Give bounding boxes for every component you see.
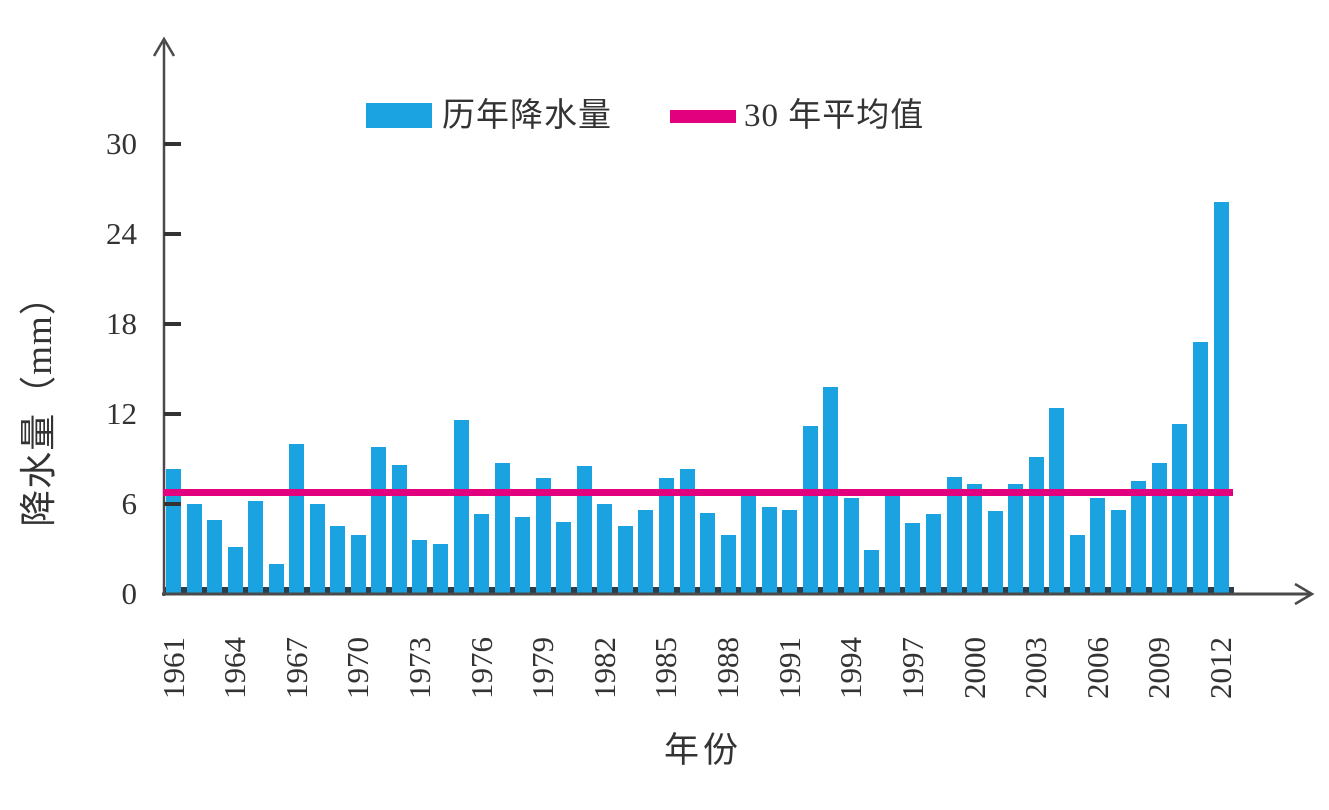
legend-line-label: 30 年平均值 <box>744 98 925 134</box>
bar-1987 <box>700 513 716 594</box>
bar-2012 <box>1213 202 1229 594</box>
y-tick-mark-30 <box>164 142 181 146</box>
bar-2009 <box>1151 463 1167 594</box>
bar-1999 <box>946 477 962 594</box>
x-tick-label-1988: 1988 <box>710 637 745 699</box>
bar-1996 <box>884 495 900 594</box>
bar-2004 <box>1049 408 1065 594</box>
y-tick-label-24: 24 <box>106 216 137 251</box>
bar-2002 <box>1008 484 1024 594</box>
bar-1989 <box>741 496 757 594</box>
bar-1978 <box>515 517 531 594</box>
y-tick-label-12: 12 <box>106 396 137 431</box>
x-tick-label-1997: 1997 <box>895 637 930 699</box>
y-tick-label-0: 0 <box>121 576 138 611</box>
y-tick-label-6: 6 <box>121 486 138 521</box>
bar-1985 <box>658 478 674 594</box>
bar-1971 <box>371 447 387 594</box>
bar-2001 <box>987 511 1003 594</box>
x-tick-label-2009: 2009 <box>1141 637 1176 699</box>
bar-1974 <box>433 544 449 594</box>
bar-2000 <box>967 484 983 594</box>
x-tick-label-2000: 2000 <box>957 637 992 699</box>
bar-1980 <box>556 522 572 594</box>
bar-1979 <box>535 478 551 594</box>
x-tick-label-1970: 1970 <box>340 637 375 699</box>
x-tick-label-1973: 1973 <box>402 637 437 699</box>
x-tick-label-2003: 2003 <box>1018 637 1053 699</box>
bar-1994 <box>843 498 859 594</box>
bar-1986 <box>679 469 695 594</box>
x-tick-label-2012: 2012 <box>1203 637 1238 699</box>
bar-1965 <box>248 501 264 594</box>
bar-2005 <box>1069 535 1085 594</box>
bar-1997 <box>905 523 921 594</box>
x-tick-label-1967: 1967 <box>279 637 314 699</box>
bar-2003 <box>1028 457 1044 594</box>
x-tick-label-1991: 1991 <box>772 637 807 699</box>
bar-2008 <box>1131 481 1147 594</box>
x-tick-label-1982: 1982 <box>587 637 622 699</box>
x-tick-label-1976: 1976 <box>464 637 499 699</box>
bar-1961 <box>166 469 181 594</box>
y-tick-mark-18 <box>164 322 181 326</box>
average-line <box>163 489 1233 496</box>
y-tick-mark-12 <box>164 412 181 416</box>
bar-1981 <box>576 466 592 594</box>
y-axis-arrow-icon <box>152 36 176 57</box>
bar-1964 <box>227 547 243 594</box>
bar-1969 <box>330 526 346 594</box>
bar-1967 <box>289 444 305 594</box>
bar-1983 <box>617 526 633 594</box>
bar-1970 <box>350 535 366 594</box>
bar-1963 <box>207 520 223 594</box>
legend-bar-label: 历年降水量 <box>442 98 612 134</box>
x-tick-label-1979: 1979 <box>525 637 560 699</box>
bar-1977 <box>494 463 510 594</box>
bar-1962 <box>186 504 202 594</box>
bar-1982 <box>597 504 613 594</box>
bar-1968 <box>309 504 325 594</box>
bar-1990 <box>761 507 777 594</box>
x-tick-label-1961: 1961 <box>156 637 191 699</box>
bar-1973 <box>412 540 428 594</box>
legend-line-swatch <box>670 110 736 123</box>
x-minor-ticks <box>164 587 1234 594</box>
y-tick-mark-6 <box>164 502 181 506</box>
bar-1998 <box>925 514 941 594</box>
x-tick-label-1994: 1994 <box>833 637 868 699</box>
y-tick-label-30: 30 <box>106 126 137 161</box>
x-axis-arrow-icon <box>1294 582 1315 606</box>
y-tick-mark-24 <box>164 232 181 236</box>
bar-2011 <box>1193 342 1208 594</box>
x-tick-label-2006: 2006 <box>1080 637 1115 699</box>
x-tick-label-1985: 1985 <box>648 637 683 699</box>
bar-2006 <box>1090 498 1106 594</box>
x-axis-title: 年份 <box>663 731 742 770</box>
bar-2007 <box>1110 510 1126 594</box>
y-tick-label-18: 18 <box>106 306 137 341</box>
bar-1972 <box>391 465 407 594</box>
bar-1966 <box>268 564 284 594</box>
bar-1995 <box>864 550 880 594</box>
bar-1991 <box>782 510 798 594</box>
legend-bar-swatch <box>366 103 432 128</box>
bar-1992 <box>802 426 818 594</box>
bar-1976 <box>474 514 490 594</box>
x-tick-label-1964: 1964 <box>217 637 252 699</box>
bar-1984 <box>638 510 654 594</box>
bar-1975 <box>453 420 469 594</box>
bar-1988 <box>720 535 736 594</box>
bar-2010 <box>1172 424 1188 594</box>
